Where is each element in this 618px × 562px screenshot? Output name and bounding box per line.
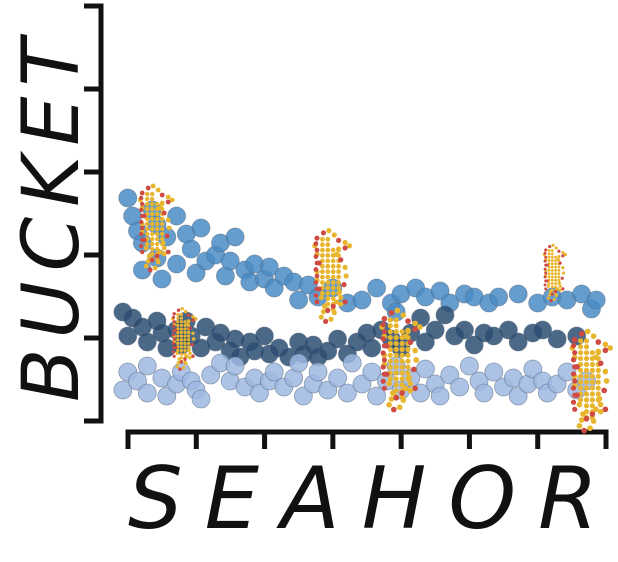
data-point — [547, 329, 567, 349]
x-axis-label: SEAHORS — [128, 449, 618, 549]
seahorse-icon — [542, 243, 568, 303]
data-point — [225, 356, 245, 376]
data-point — [152, 269, 172, 289]
data-point — [137, 383, 157, 403]
data-point — [289, 290, 309, 310]
data-point — [289, 353, 309, 373]
data-point — [459, 356, 479, 376]
seahorse-icon — [379, 307, 423, 413]
seahorse-icon — [171, 307, 198, 371]
data-point — [191, 389, 211, 409]
data-point — [362, 362, 382, 382]
data-point — [489, 287, 509, 307]
data-point — [367, 278, 387, 298]
data-point — [118, 188, 138, 208]
data-point — [557, 362, 577, 382]
x-ticks — [125, 432, 609, 449]
data-point — [328, 329, 348, 349]
data-point — [352, 290, 372, 310]
seahorse-icon — [312, 228, 352, 324]
seahorse-decorations — [137, 183, 613, 434]
data-point — [474, 383, 494, 403]
data-point — [484, 362, 504, 382]
seahorse-icon — [137, 183, 175, 273]
series-3 — [113, 353, 596, 409]
data-point — [167, 206, 187, 226]
data-point — [308, 362, 328, 382]
y-axis-label: BUCKET — [7, 29, 97, 402]
data-point — [508, 284, 528, 304]
data-point — [254, 326, 274, 346]
data-point — [328, 368, 348, 388]
data-point — [455, 320, 474, 340]
data-point — [167, 254, 187, 274]
data-point — [225, 227, 245, 247]
data-point — [450, 377, 470, 397]
data-point — [137, 356, 157, 376]
data-point — [113, 380, 133, 400]
data-point — [367, 386, 387, 406]
data-point — [137, 332, 157, 352]
y-ticks — [84, 3, 101, 424]
data-point — [586, 290, 606, 310]
data-point — [362, 338, 382, 358]
data-point — [533, 320, 552, 340]
data-point — [337, 383, 357, 403]
data-point — [191, 218, 211, 238]
seahorse-icon — [569, 328, 613, 434]
data-point — [508, 332, 528, 352]
points-layer — [113, 188, 606, 409]
data-point — [220, 251, 240, 271]
data-point — [435, 305, 455, 325]
data-point — [118, 326, 138, 346]
axes — [98, 3, 609, 435]
data-point — [430, 386, 450, 406]
data-point — [425, 320, 445, 340]
series-1 — [118, 188, 606, 322]
data-point — [264, 362, 284, 382]
data-point — [259, 257, 279, 277]
data-point — [181, 239, 201, 259]
data-point — [342, 353, 362, 373]
